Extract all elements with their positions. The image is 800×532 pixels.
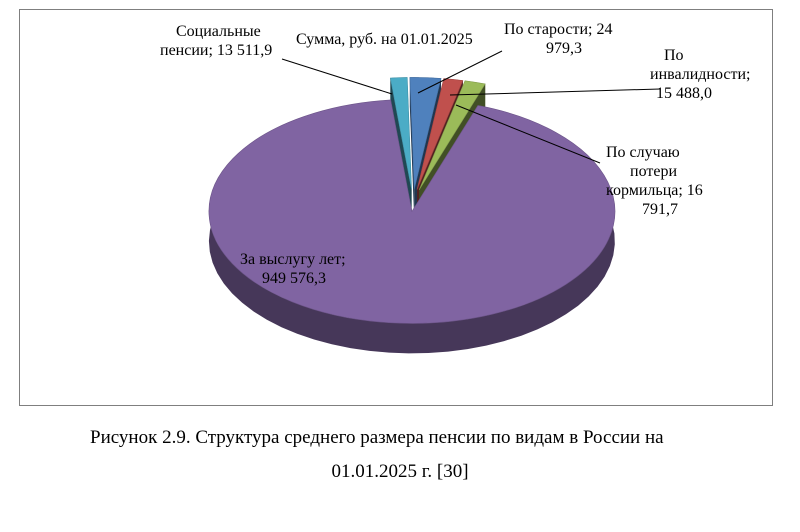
- leader-line-1: [281, 58, 393, 95]
- leader-line-4: [455, 104, 601, 164]
- slice-label-4-line-0: По случаю: [606, 144, 680, 161]
- leader-lines: [281, 50, 661, 164]
- slice-label-0-line-1: 949 576,3: [262, 270, 326, 287]
- leader-line-3: [449, 88, 661, 96]
- pie-slice-4: [418, 80, 486, 191]
- chart-title: Сумма, руб. на 01.01.2025: [296, 31, 473, 48]
- pie-slice-1: [390, 77, 412, 190]
- slice-labels: За выслугу лет; 949 576,3 Социальные пенсии…: [160, 21, 750, 287]
- figure-caption-line2: 01.01.2025 г. [30]: [331, 461, 469, 482]
- slice-label-4-line-1: потери: [630, 163, 677, 180]
- slice-label-3-line-1: инвалидности;: [650, 66, 750, 83]
- slice-label-1: Социальные пенсии; 13 511,9: [160, 23, 272, 59]
- slice-label-2-line-1: 979,3: [546, 40, 582, 57]
- slice-label-1-line-1: пенсии; 13 511,9: [160, 42, 272, 59]
- slice-label-4-line-3: 791,7: [642, 201, 678, 218]
- pie-chart: За выслугу лет; 949 576,3 Социальные пенсии…: [160, 21, 750, 354]
- pie-slice-2: [409, 77, 442, 190]
- slice-label-3-line-0: По: [664, 47, 684, 64]
- slice-label-4: По случаю потери кормильца; 16 791,7: [606, 144, 703, 218]
- slice-label-3-line-2: 15 488,0: [656, 85, 712, 102]
- pie-slices-tops: [208, 77, 616, 324]
- slice-label-0: За выслугу лет; 949 576,3: [240, 251, 346, 287]
- slice-label-3: По инвалидности; 15 488,0: [650, 47, 750, 102]
- chart-frame: За выслугу лет; 949 576,3 Социальные пенсии…: [19, 9, 773, 406]
- pie-slice-3: [416, 78, 464, 190]
- figure-caption-line1: Рисунок 2.9. Структура среднего размера …: [90, 427, 664, 448]
- slice-label-4-line-2: кормильца; 16: [606, 182, 703, 199]
- slice-label-1-line-0: Социальные: [176, 23, 261, 40]
- pie-slice-0: [208, 99, 616, 324]
- leader-line-2: [417, 50, 503, 94]
- slice-label-0-line-0: За выслугу лет;: [240, 251, 346, 268]
- slice-label-2: По старости; 24 979,3: [504, 21, 612, 57]
- slice-label-2-line-0: По старости; 24: [504, 21, 612, 38]
